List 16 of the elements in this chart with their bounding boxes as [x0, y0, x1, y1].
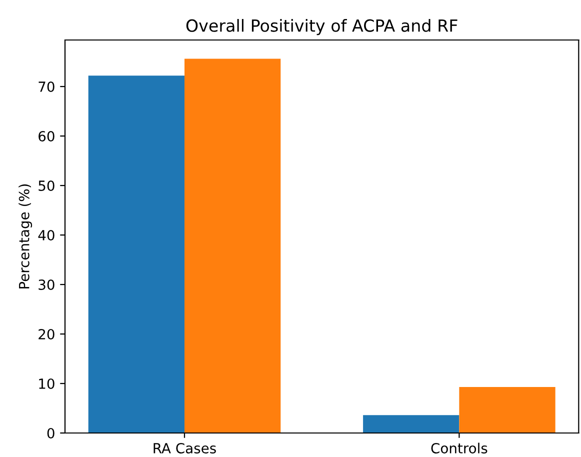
bar — [184, 58, 281, 433]
bar — [459, 386, 556, 433]
chart-title: Overall Positivity of ACPA and RF — [186, 19, 458, 36]
y-tick-label: 40 — [38, 230, 54, 240]
bar — [88, 76, 184, 433]
x-tick-label: Controls — [431, 442, 488, 454]
y-tick-label: 60 — [38, 130, 54, 142]
y-tick-label: 10 — [39, 378, 54, 389]
y-tick-label: 70 — [38, 81, 54, 92]
bar — [363, 415, 460, 433]
x-tick-label: RA Cases — [154, 442, 216, 454]
y-axis-title: Percentage (%) — [18, 184, 32, 288]
y-tick-label: 0 — [47, 428, 54, 438]
y-tick-label: 50 — [38, 180, 54, 191]
y-tick-label: 30 — [38, 279, 54, 290]
y-tick-label: 20 — [38, 328, 54, 340]
